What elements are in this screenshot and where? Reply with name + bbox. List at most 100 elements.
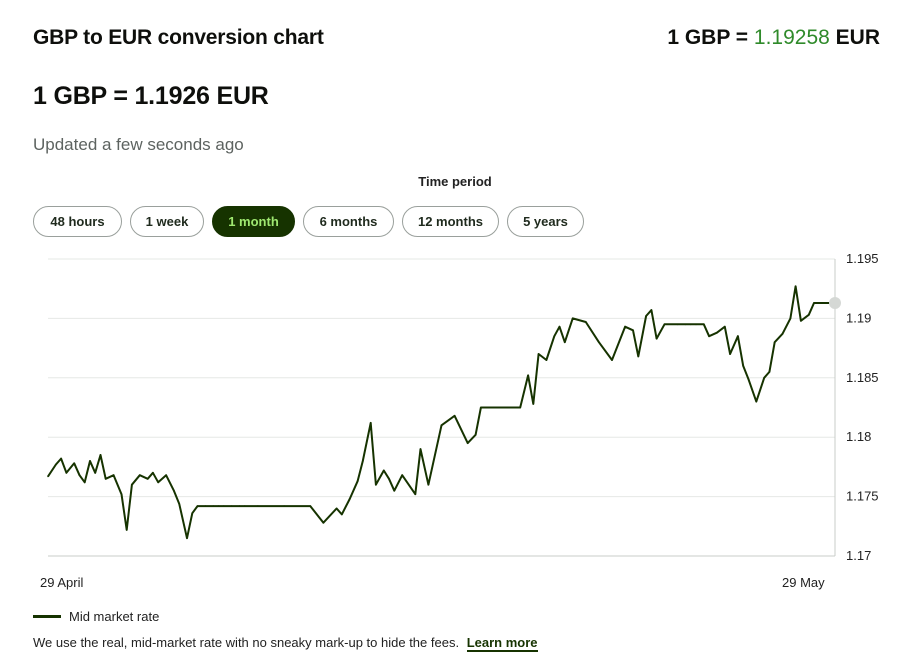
time-period-label: Time period bbox=[418, 174, 492, 189]
updated-text: Updated a few seconds ago bbox=[33, 135, 244, 154]
data-point bbox=[230, 505, 233, 507]
y-tick-label: 1.185 bbox=[846, 370, 879, 385]
data-point bbox=[695, 323, 697, 326]
data-point bbox=[165, 474, 167, 477]
data-point bbox=[362, 460, 364, 462]
data-point bbox=[789, 317, 792, 320]
period-5-years-button[interactable]: 5 years bbox=[507, 206, 584, 237]
data-point bbox=[356, 480, 359, 482]
data-point bbox=[655, 337, 658, 340]
period-12-months-button[interactable]: 12 months bbox=[402, 206, 499, 237]
data-point bbox=[152, 472, 154, 474]
period-1-week-button[interactable]: 1 week bbox=[130, 206, 204, 237]
rate-value: 1.19258 bbox=[753, 26, 830, 49]
data-point bbox=[393, 489, 396, 492]
data-point bbox=[571, 317, 574, 320]
data-point bbox=[537, 353, 540, 355]
data-point bbox=[527, 374, 529, 377]
data-point bbox=[112, 474, 115, 477]
data-point bbox=[388, 477, 390, 480]
data-point bbox=[689, 323, 692, 326]
period-48-hours-button[interactable]: 48 hours bbox=[33, 206, 122, 237]
period-6-months-button[interactable]: 6 months bbox=[303, 206, 394, 237]
data-point bbox=[781, 333, 784, 335]
data-point bbox=[800, 319, 802, 322]
data-point bbox=[637, 355, 640, 358]
data-point bbox=[186, 537, 188, 539]
data-point bbox=[684, 323, 687, 326]
rate-suffix: EUR bbox=[829, 26, 880, 49]
data-point bbox=[716, 331, 718, 334]
data-point bbox=[768, 371, 771, 373]
legend-swatch bbox=[33, 615, 61, 618]
legend-label: Mid market rate bbox=[69, 609, 160, 624]
page-title: GBP to EUR conversion chart bbox=[33, 26, 324, 49]
data-point bbox=[598, 341, 600, 343]
data-point bbox=[146, 477, 149, 480]
rate-prefix: 1 GBP = bbox=[667, 26, 754, 49]
data-point bbox=[309, 505, 312, 507]
data-point bbox=[676, 323, 679, 326]
period-1-month-button[interactable]: 1 month bbox=[212, 206, 295, 237]
data-point bbox=[348, 498, 351, 500]
learn-more-link[interactable]: Learn more bbox=[466, 635, 538, 652]
data-point bbox=[624, 325, 626, 328]
data-point bbox=[375, 483, 377, 486]
x-tick-label: 29 May bbox=[782, 575, 825, 590]
data-point bbox=[120, 493, 123, 496]
chart-legend: Mid market rate bbox=[33, 609, 159, 624]
data-point bbox=[157, 481, 159, 484]
data-point bbox=[322, 521, 325, 524]
data-point bbox=[173, 489, 175, 492]
data-point bbox=[94, 472, 97, 474]
data-point bbox=[65, 472, 68, 474]
data-point bbox=[401, 474, 403, 477]
data-point bbox=[755, 400, 758, 403]
y-tick-label: 1.17 bbox=[846, 548, 871, 563]
data-point bbox=[650, 309, 653, 311]
data-point bbox=[826, 302, 828, 304]
chart-grid bbox=[48, 258, 836, 557]
data-point bbox=[212, 505, 215, 507]
data-point bbox=[663, 323, 666, 326]
data-point bbox=[763, 377, 765, 379]
data-point bbox=[466, 442, 469, 444]
data-point bbox=[611, 359, 613, 361]
data-point bbox=[737, 335, 739, 338]
data-point bbox=[139, 474, 141, 477]
data-point bbox=[104, 477, 107, 480]
data-point bbox=[47, 475, 49, 478]
data-point bbox=[563, 341, 566, 343]
data-point bbox=[532, 403, 535, 405]
data-point bbox=[485, 406, 487, 409]
data-point bbox=[821, 302, 823, 304]
data-point bbox=[369, 422, 372, 424]
data-point bbox=[632, 329, 634, 332]
data-point bbox=[440, 424, 443, 427]
data-point bbox=[553, 335, 556, 338]
y-tick-label: 1.19 bbox=[846, 310, 871, 325]
data-point bbox=[453, 415, 456, 417]
data-point bbox=[506, 406, 508, 409]
data-point bbox=[545, 359, 548, 361]
data-point bbox=[178, 502, 180, 505]
data-point bbox=[99, 454, 102, 456]
data-point bbox=[341, 513, 343, 516]
data-point bbox=[773, 341, 776, 343]
current-rate: 1 GBP = 1.19258 EUR bbox=[667, 26, 880, 50]
data-point bbox=[335, 507, 338, 510]
data-point bbox=[414, 493, 417, 496]
data-point bbox=[807, 314, 810, 316]
latest-point-marker bbox=[829, 296, 841, 309]
data-point bbox=[742, 365, 744, 367]
data-point bbox=[204, 505, 207, 507]
data-point bbox=[73, 462, 76, 465]
data-point bbox=[131, 483, 133, 486]
data-point bbox=[645, 315, 647, 317]
data-point bbox=[125, 529, 128, 531]
data-point bbox=[382, 469, 385, 472]
data-point bbox=[480, 406, 482, 409]
footnote: We use the real, mid-market rate with no… bbox=[33, 635, 538, 652]
rate-chart[interactable]: 1.17 1.175 1.18 1.185 1.19 1.195 29 April 29 M… bbox=[0, 240, 910, 600]
data-point bbox=[191, 512, 194, 515]
